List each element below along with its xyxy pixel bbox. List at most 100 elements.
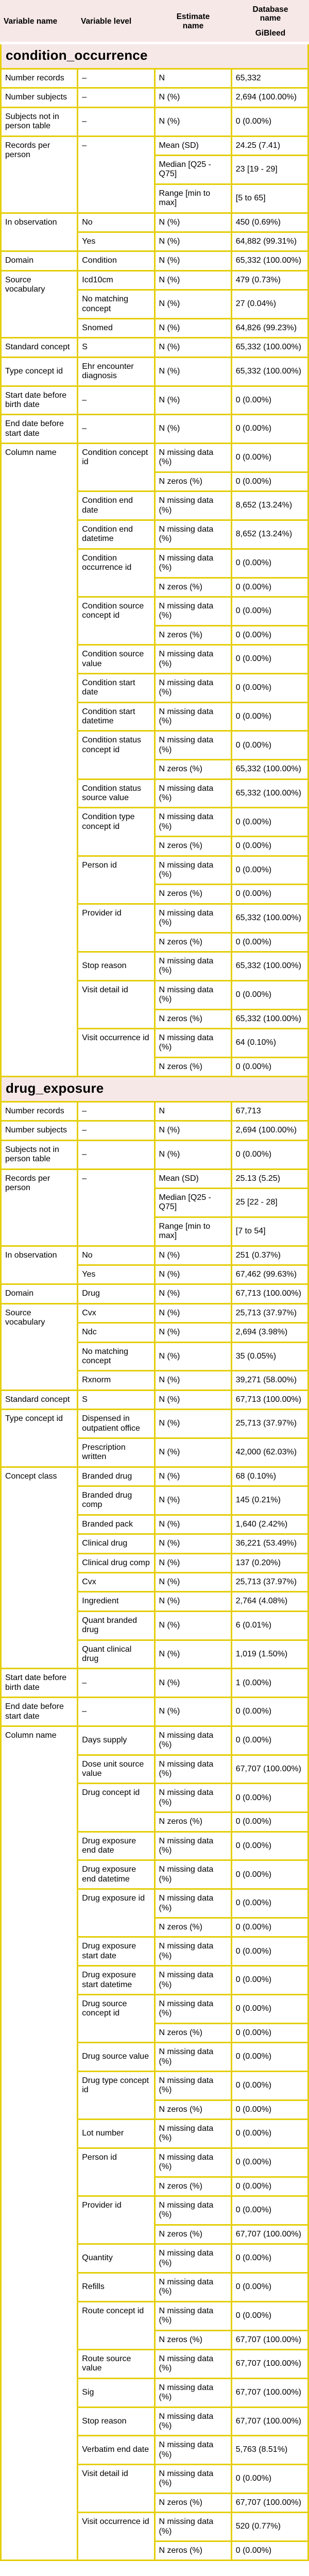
value-cell: 0 (0.00%) (230, 1725, 309, 1756)
estimate-name-cell: N (%) (153, 1264, 232, 1285)
variable-level-cell: Days supply (77, 1725, 156, 1756)
variable-level-cell: – (77, 135, 156, 214)
estimate-name-cell: N (%) (153, 269, 232, 291)
variable-name-cell: Subjects not in person table (0, 1139, 79, 1170)
estimate-name-cell: N (%) (153, 1668, 232, 1699)
estimate-name-cell: N (%) (153, 1245, 232, 1266)
table-row: Standard concept S N (%) 65,332 (100.00%) (0, 337, 309, 358)
value-cell: 42,000 (62.03%) (230, 1437, 309, 1468)
estimate-name-cell: N zeros (%) (153, 2329, 232, 2350)
table-row: Branded pack N (%) 1,640 (2.42%) (1, 1514, 309, 1535)
table-row: Number records – N 65,332 (0, 68, 309, 89)
table-row: Snomed N (%) 64,826 (99.23%) (1, 317, 309, 339)
table-row: Condition start date N missing data (%) 0 … (1, 672, 309, 703)
estimate-name-cell: Range [min to max] (153, 1216, 232, 1247)
value-cell: 65,332 (100.00%) (230, 250, 309, 272)
table-row: Drug exposure end date N missing data (%)… (1, 1831, 309, 1861)
estimate-name-cell: N missing data (%) (153, 1859, 232, 1890)
variable-level-cell: Route concept id (77, 2300, 156, 2350)
variable-level-cell: Drug exposure end date (77, 1831, 156, 1861)
table-row: N zeros (%) 0 (0.00%) (1, 577, 309, 598)
variable-level-cell: Person id (77, 855, 156, 905)
variable-name-cell: Start date before birth date (0, 385, 79, 416)
value-cell: 25.13 (5.25) (230, 1168, 309, 1190)
estimate-name-cell: N (%) (153, 1322, 232, 1343)
estimate-name-cell: N (%) (153, 1466, 232, 1487)
variable-level-cell: Verbatim end date (77, 2435, 156, 2466)
variable-name-cell: Source vocabulary (0, 269, 79, 339)
estimate-name-cell: N (%) (153, 1120, 232, 1141)
variable-level-cell: Condition source concept id (77, 596, 156, 646)
table-row: Visit occurrence id N missing data (%) 520… (1, 2512, 309, 2562)
estimate-name-cell: N missing data (%) (153, 979, 232, 1010)
estimate-name-cell: N (%) (153, 1610, 232, 1641)
table-row: In observation No N (%) 450 (0.69%) (0, 212, 309, 252)
estimate-name-cell: N zeros (%) (153, 1917, 232, 1938)
section-title: condition_occurrence (0, 44, 309, 70)
value-cell: 2,694 (100.00%) (230, 1120, 309, 1141)
value-cell: 520 (0.77%) (230, 2512, 309, 2543)
table-row: Drug exposure start datetime N missing da… (1, 1965, 309, 1995)
value-cell: 68 (0.10%) (230, 1466, 309, 1487)
variable-level-cell: Cvx (77, 1571, 156, 1593)
table-row: End date before start date – N (%) 0 (0.00%… (0, 414, 309, 445)
variable-level-cell: Lot number (77, 2119, 156, 2149)
value-cell: 25,713 (37.97%) (230, 1409, 309, 1439)
table-row: Clinical drug N (%) 36,221 (53.49%) (1, 1533, 309, 1554)
estimate-name-cell: N (%) (153, 1437, 232, 1468)
variable-level-cell: Condition concept id (77, 443, 156, 493)
value-cell: 6 (0.01%) (230, 1610, 309, 1641)
estimate-name-cell: N missing data (%) (153, 1725, 232, 1756)
variable-level-cell: Visit detail id (77, 979, 156, 1029)
value-cell: 0 (0.00%) (230, 855, 309, 886)
estimate-name-cell: N zeros (%) (153, 836, 232, 857)
estimate-name-cell: N zeros (%) (153, 2176, 232, 2197)
table-row: Subjects not in person table – N (%) 0 (0.0… (0, 106, 309, 137)
table-row: Start date before birth date – N (%) 0 (0.0… (0, 385, 309, 416)
section-row: drug_exposure (0, 1076, 309, 1103)
estimate-name-cell: N missing data (%) (153, 951, 232, 981)
estimate-name-cell: N missing data (%) (153, 490, 232, 521)
value-cell: 67,707 (100.00%) (230, 2224, 309, 2245)
value-cell: 36,221 (53.49%) (230, 1533, 309, 1554)
estimate-name-cell: N missing data (%) (153, 701, 232, 732)
estimate-name-cell: N (%) (153, 87, 232, 108)
value-cell: 0 (0.00%) (230, 2070, 309, 2101)
table-row: N zeros (%) 0 (0.00%) (1, 2099, 309, 2121)
estimate-name-cell: N missing data (%) (153, 1936, 232, 1967)
table-row: Range [min to max] [7 to 54] (1, 1216, 309, 1247)
estimate-name-cell: N zeros (%) (153, 2224, 232, 2245)
estimate-name-cell: N (%) (153, 1409, 232, 1439)
table-row: Records per person – Mean (SD) 25.13 (5.25) (0, 1168, 309, 1247)
value-cell: 0 (0.00%) (230, 1697, 309, 1727)
table-row: Standard concept S N (%) 67,713 (100.00%) (0, 1389, 309, 1411)
variable-level-cell: – (77, 87, 156, 108)
value-cell: 1 (0.00%) (230, 1668, 309, 1699)
estimate-name-cell: N (%) (153, 212, 232, 233)
table-row: Condition end datetime N missing data (%)… (1, 519, 309, 550)
table-row: Yes N (%) 64,882 (99.31%) (1, 231, 309, 252)
estimate-name-cell: N zeros (%) (153, 1056, 232, 1078)
estimate-name-cell: N missing data (%) (153, 2435, 232, 2466)
value-cell: 0 (0.00%) (230, 884, 309, 905)
variable-name-cell: End date before start date (0, 414, 79, 445)
variable-level-cell: Rxnorm (77, 1370, 156, 1391)
table-row: Type concept id Ehr encounter diagnosis N … (0, 356, 309, 387)
table-row: No matching concept N (%) 35 (0.05%) (1, 1341, 309, 1372)
value-cell: 8,652 (13.24%) (230, 519, 309, 550)
variable-level-cell: Drug (77, 1283, 156, 1304)
variable-level-cell: Prescription written (77, 1437, 156, 1468)
variable-level-cell: – (77, 1139, 156, 1170)
estimate-name-cell: N zeros (%) (153, 1811, 232, 1833)
variable-level-cell: Condition status concept id (77, 730, 156, 780)
value-cell: 137 (0.20%) (230, 1552, 309, 1574)
variable-level-cell: Ndc (77, 1322, 156, 1343)
section-row: condition_occurrence (0, 44, 309, 70)
estimate-name-cell: N missing data (%) (153, 2042, 232, 2072)
variable-name-cell: Column name (0, 1725, 79, 2562)
estimate-name-cell: Median [Q25 - Q75] (153, 155, 232, 185)
variable-level-cell: – (77, 1697, 156, 1727)
variable-level-cell: Snomed (77, 317, 156, 339)
estimate-name-cell: N missing data (%) (153, 443, 232, 473)
table-row: Drug concept id N missing data (%) 0 (0.00… (1, 1783, 309, 1833)
